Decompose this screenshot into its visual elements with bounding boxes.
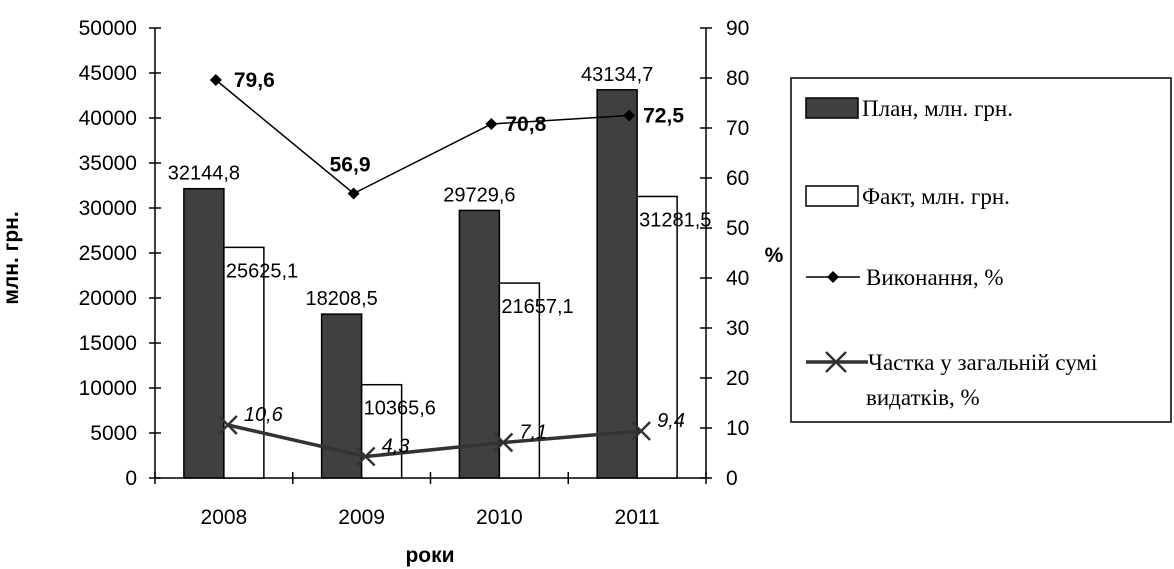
y2-axis-title: % xyxy=(765,244,784,267)
share-value-label: 7,1 xyxy=(519,422,547,444)
data-labels: 32144,8 25625,1 18208,5 10365,6 29729,6 21657… xyxy=(168,64,712,458)
execution-value-label: 56,9 xyxy=(330,154,371,177)
y-tick-label: 30000 xyxy=(79,197,137,220)
y2-tick-label: 90 xyxy=(726,17,749,40)
legend-label-fact: Факт, млн. грн. xyxy=(862,184,1010,209)
bar-plan-value-label: 18208,5 xyxy=(305,288,377,310)
y2-tick-label: 20 xyxy=(726,367,749,390)
y-tick-label: 15000 xyxy=(79,332,137,355)
y-axis-title: млн. грн. xyxy=(0,211,23,304)
x-tick-label: 2009 xyxy=(338,506,385,529)
axes: 0 5000 10000 15000 20000 25000 30000 35000 40000… xyxy=(79,17,750,529)
execution-point xyxy=(209,74,222,86)
y-tick-label: 40000 xyxy=(79,107,137,130)
legend: План, млн. грн. Факт, млн. грн. Виконанн… xyxy=(790,77,1172,423)
legend-label-plan: План, млн. грн. xyxy=(862,96,1013,121)
share-point xyxy=(217,415,238,435)
share-value-label: 9,4 xyxy=(657,410,685,432)
y2-tick-label: 30 xyxy=(726,317,749,340)
bar-plan xyxy=(458,209,501,479)
legend-box xyxy=(790,77,1172,423)
bar-fact xyxy=(360,383,403,479)
y2-tick-label: 40 xyxy=(726,267,749,290)
y2-tick-label: 10 xyxy=(726,417,749,440)
execution-point xyxy=(623,109,636,122)
share-point xyxy=(355,446,376,467)
y2-tick-label: 70 xyxy=(726,117,749,140)
bar-fact-value-label: 25625,1 xyxy=(226,260,298,282)
legend-label-share-line1: Частка у загальній сумі xyxy=(868,350,1097,375)
bar-fact-value-label: 31281,5 xyxy=(639,209,711,231)
line-execution xyxy=(215,79,630,195)
y2-tick-label: 80 xyxy=(726,67,749,90)
bar-plan xyxy=(183,187,225,479)
bar-fact xyxy=(636,195,678,479)
share-point xyxy=(493,432,514,453)
legend-label-share-line2: видатків, % xyxy=(866,385,980,410)
y-tick-label: 35000 xyxy=(79,152,137,175)
share-value-label: 10,6 xyxy=(244,404,284,426)
y-tick-label: 25000 xyxy=(79,242,137,265)
y-tick-label: 20000 xyxy=(79,287,137,310)
legend-label-execution: Виконання, % xyxy=(866,265,1004,290)
execution-value-label: 79,6 xyxy=(234,69,275,92)
bar-plan-value-label: 29729,6 xyxy=(443,184,515,206)
bar-fact xyxy=(223,246,265,479)
lines xyxy=(209,74,652,467)
y-tick-label: 0 xyxy=(125,467,137,490)
bar-plan-value-label: 43134,7 xyxy=(581,64,653,86)
bar-fact-value-label: 10365,6 xyxy=(364,398,436,420)
y2-tick-label: 50 xyxy=(726,217,749,240)
execution-value-label: 72,5 xyxy=(643,105,684,128)
execution-point xyxy=(347,187,360,200)
bar-fact-value-label: 21657,1 xyxy=(501,296,573,318)
bar-plan-value-label: 32144,8 xyxy=(168,163,240,185)
y2-tick-label: 0 xyxy=(726,467,738,490)
bar-plan xyxy=(596,89,638,479)
legend-swatch-fact xyxy=(805,185,859,207)
x-tick-label: 2008 xyxy=(201,506,248,529)
x-tick-label: 2011 xyxy=(615,506,660,529)
y-tick-label: 5000 xyxy=(90,422,137,445)
y2-tick-label: 60 xyxy=(726,167,749,190)
legend-swatch-plan xyxy=(805,97,859,119)
x-tick-label: 2010 xyxy=(476,506,523,529)
line-share xyxy=(227,423,642,459)
bars xyxy=(183,89,678,479)
y-tick-label: 10000 xyxy=(79,377,137,400)
legend-marker-execution xyxy=(827,271,839,283)
x-axis-title: роки xyxy=(405,544,454,567)
y-tick-label: 50000 xyxy=(79,17,137,40)
y-tick-label: 45000 xyxy=(79,62,137,85)
execution-value-label: 70,8 xyxy=(505,113,546,136)
legend-marker-share xyxy=(825,351,847,373)
share-point xyxy=(631,421,652,441)
share-value-label: 4,3 xyxy=(382,436,410,458)
execution-point xyxy=(485,118,498,130)
